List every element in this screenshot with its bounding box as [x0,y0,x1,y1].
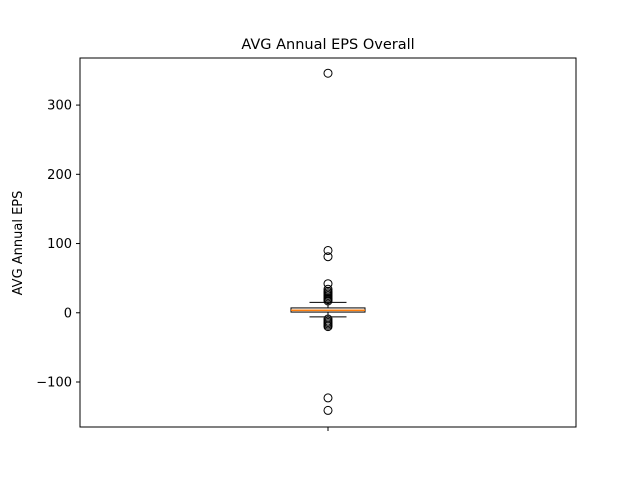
outlier-point [323,322,333,332]
y-tick-label: 100 [47,237,72,252]
outlier-point [323,405,333,415]
y-tick-label: −100 [36,376,72,391]
outlier-point [323,296,333,306]
outlier-point [323,393,333,403]
y-tick-label: 200 [47,168,72,183]
outlier-point [323,245,333,255]
plot-area [290,68,366,415]
y-axis-ticks: −100 0 100 200 300 [36,99,80,391]
chart-title: AVG Annual EPS Overall [241,37,414,53]
y-tick-label: 300 [47,99,72,114]
y-axis-label: AVG Annual EPS [11,191,26,296]
axes-frame [79,57,577,428]
outlier-point [323,68,333,78]
outlier-point [323,252,333,262]
y-tick-label: 0 [64,306,72,321]
